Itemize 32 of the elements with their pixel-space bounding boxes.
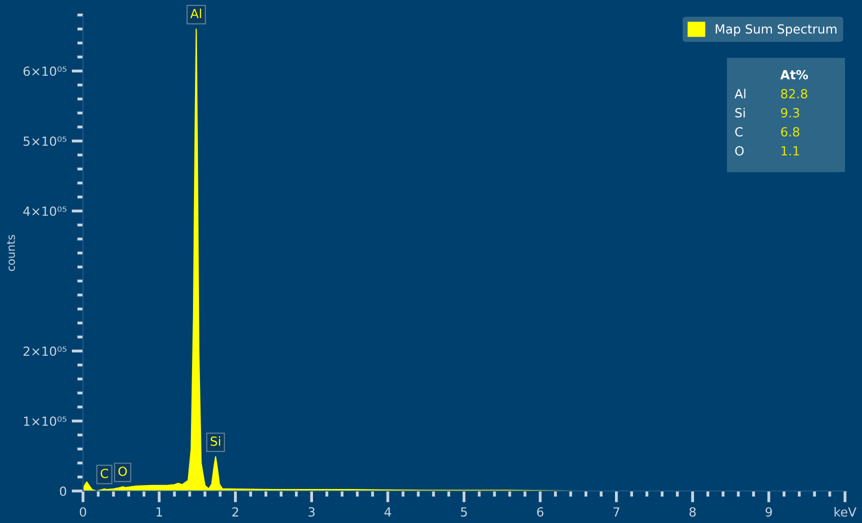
x-tick-label: 9	[766, 507, 772, 517]
annotation: At%	[780, 70, 808, 80]
x-tick-label: 2	[232, 507, 238, 516]
y-tick-label: 4×10⁰⁵	[23, 206, 66, 216]
annotation: Al	[734, 88, 746, 98]
x-tick-label: 4	[384, 507, 392, 516]
annotation: 9.3	[781, 108, 800, 118]
legend-label: Map Sum Spectrum	[716, 24, 836, 36]
annotation: O	[735, 146, 744, 156]
annotation: Si	[735, 108, 745, 118]
x-tick-label: 6	[537, 507, 544, 517]
y-tick-label: 0	[60, 486, 66, 496]
annotation: Si	[210, 436, 220, 446]
annotation: 82.8	[781, 89, 808, 98]
x-tick-label: 3	[308, 507, 315, 517]
annotation: O	[118, 466, 127, 476]
x-tick-label: 0	[80, 507, 86, 517]
annotation: 6.8	[781, 127, 800, 137]
annotation: C	[735, 127, 743, 137]
y-axis-title: counts	[7, 234, 15, 271]
annotation: C	[100, 468, 108, 478]
x-tick-label: 7	[613, 507, 620, 516]
y-tick-label: 6×10⁰⁵	[24, 66, 66, 76]
annotation: 1.1	[782, 146, 799, 156]
x-tick-label: 8	[689, 507, 696, 517]
annotation: Al	[190, 8, 202, 18]
y-tick-label: 2×10⁰⁵	[24, 346, 66, 356]
x-tick-label: 1	[156, 507, 162, 516]
y-tick-label: 5×10⁰⁵	[24, 136, 66, 146]
x-tick-label: keV	[834, 506, 856, 517]
x-tick-label: 5	[460, 507, 467, 517]
y-tick-label: 1×10⁰⁵	[24, 416, 66, 426]
